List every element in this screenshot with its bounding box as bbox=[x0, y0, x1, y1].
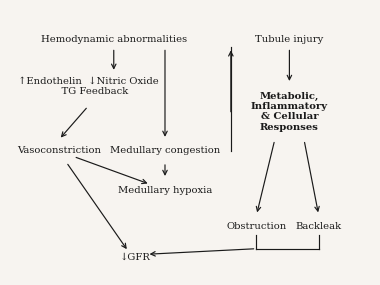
Text: Tubule injury: Tubule injury bbox=[255, 34, 323, 44]
Text: Obstruction: Obstruction bbox=[226, 222, 287, 231]
Text: Metabolic,
Inflammatory
& Cellular
Responses: Metabolic, Inflammatory & Cellular Respo… bbox=[251, 92, 328, 132]
Text: Backleak: Backleak bbox=[296, 222, 342, 231]
Text: Hemodynamic abnormalities: Hemodynamic abnormalities bbox=[41, 34, 187, 44]
Text: Vasoconstriction: Vasoconstriction bbox=[17, 146, 101, 155]
Text: Medullary hypoxia: Medullary hypoxia bbox=[118, 186, 212, 194]
Text: ↓GFR: ↓GFR bbox=[120, 253, 151, 262]
Text: Medullary congestion: Medullary congestion bbox=[110, 146, 220, 155]
Text: ↑Endothelin  ↓Nitric Oxide
    TG Feedback: ↑Endothelin ↓Nitric Oxide TG Feedback bbox=[18, 77, 158, 96]
